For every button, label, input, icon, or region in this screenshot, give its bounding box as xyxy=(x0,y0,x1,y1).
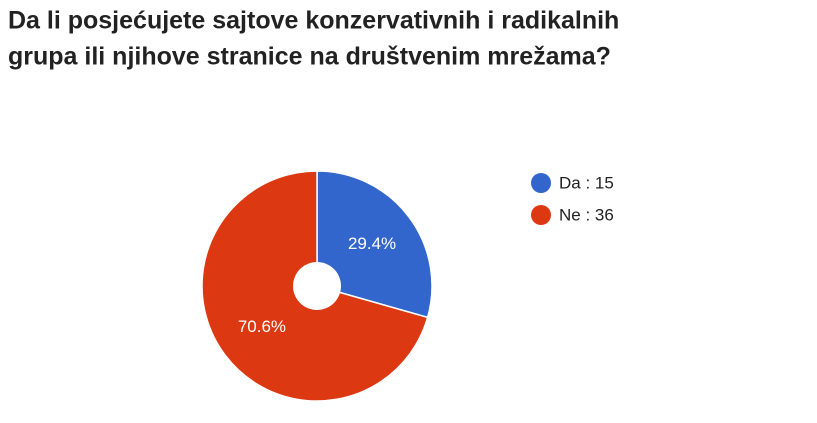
chart-title: grupa ili njihove stranice na društvenim… xyxy=(8,43,611,71)
legend-label: Ne : 36 xyxy=(559,205,614,224)
legend-label: Da : 15 xyxy=(559,173,614,192)
slice-label: 29.4% xyxy=(348,234,396,253)
chart-title: Da li posjećujete sajtove konzervativnih… xyxy=(8,7,619,35)
slice xyxy=(316,170,433,319)
slice-label: 70.6% xyxy=(238,317,286,336)
legend-marker xyxy=(531,173,551,193)
legend-marker xyxy=(531,205,551,225)
donut-hole xyxy=(293,262,341,310)
